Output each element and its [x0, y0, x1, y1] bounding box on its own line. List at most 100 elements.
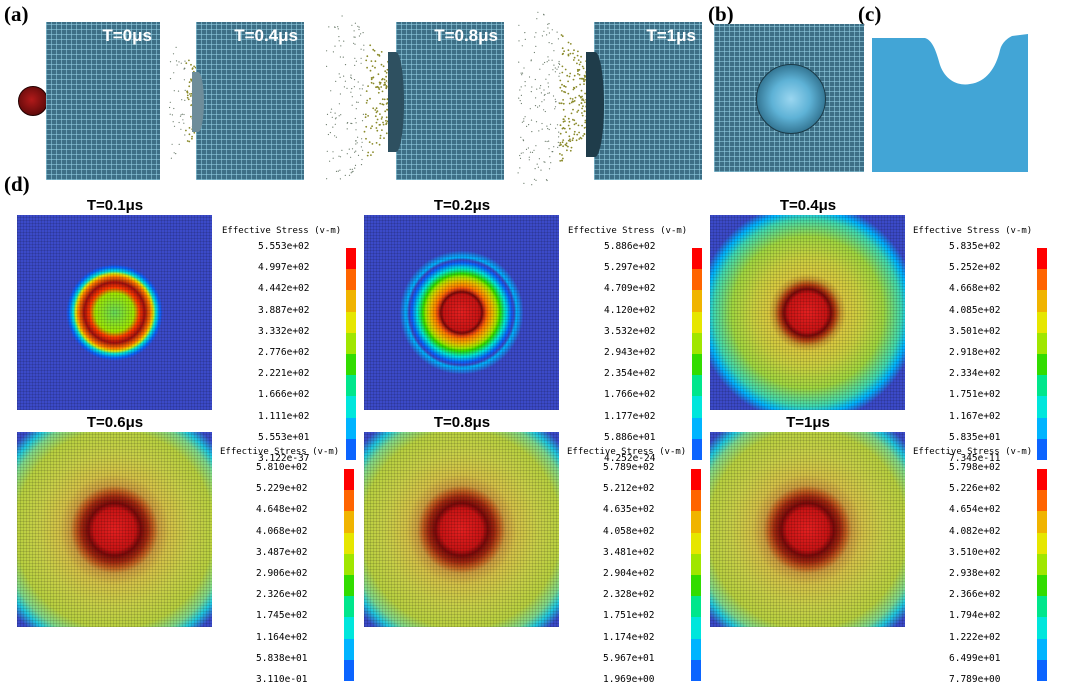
debris-particle	[350, 76, 352, 78]
debris-particle	[559, 79, 562, 82]
debris-particle	[567, 41, 570, 44]
debris-particle	[355, 60, 357, 62]
debris-particle	[371, 65, 374, 67]
debris-particle	[524, 32, 526, 34]
debris-particle	[372, 82, 375, 85]
debris-particle	[572, 118, 574, 121]
debris-particle	[562, 99, 564, 101]
debris-particle	[352, 170, 354, 172]
debris-particle	[385, 80, 388, 82]
debris-particle	[559, 142, 562, 144]
legend-color-swatch	[1037, 638, 1047, 660]
debris-particle	[376, 129, 379, 132]
debris-particle	[371, 125, 373, 128]
legend-title: Effective Stress (v-m)	[220, 447, 340, 457]
debris-particle	[541, 122, 543, 125]
debris-particle	[562, 102, 565, 105]
debris-particle	[360, 94, 362, 96]
legend-value: 4.997e+02	[258, 262, 310, 274]
debris-particle	[578, 94, 581, 97]
debris-particle	[565, 131, 567, 134]
debris-particle	[547, 56, 549, 58]
legend-color-swatch	[344, 617, 354, 639]
debris-particle	[379, 102, 382, 105]
debris-particle	[559, 102, 561, 105]
legend-color-swatch	[344, 511, 354, 533]
debris-particle	[188, 133, 191, 136]
debris-particle	[378, 55, 381, 57]
debris-particle	[326, 113, 329, 115]
debris-particle	[519, 100, 521, 102]
debris-particle	[355, 150, 357, 152]
debris-particle	[386, 108, 388, 111]
debris-particle	[343, 40, 345, 42]
debris-particle	[535, 179, 537, 181]
debris-particle	[190, 63, 192, 66]
debris-particle	[520, 94, 522, 96]
legend-value: 1.111e+02	[258, 410, 310, 422]
debris-particle	[558, 62, 560, 64]
debris-particle	[531, 151, 534, 153]
debris-particle	[581, 112, 583, 114]
debris-particle	[543, 109, 545, 111]
debris-particle	[552, 69, 554, 71]
debris-particle	[385, 71, 388, 74]
debris-particle	[181, 99, 183, 101]
debris-particle	[569, 149, 572, 152]
debris-particle	[340, 45, 342, 47]
debris-particle	[362, 149, 364, 151]
legend-color-swatch	[344, 596, 354, 618]
debris-particle	[544, 110, 546, 113]
debris-particle	[562, 145, 564, 148]
debris-particle	[378, 88, 381, 90]
debris-particle	[381, 98, 384, 101]
debris-particle	[341, 15, 343, 17]
legend-color-swatch	[346, 269, 356, 291]
debris-particle	[354, 36, 356, 38]
debris-particle	[547, 86, 550, 88]
debris-particle	[577, 70, 579, 72]
debris-particle	[577, 109, 580, 112]
debris-particle	[350, 172, 352, 174]
debris-particle	[556, 124, 559, 126]
debris-particle	[384, 110, 387, 113]
debris-particle	[567, 117, 570, 120]
debris-particle	[561, 141, 564, 144]
debris-particle	[578, 68, 581, 71]
debris-particle	[543, 161, 545, 163]
debris-particle	[354, 43, 356, 45]
target-plate-frame-0: T=0μs	[46, 22, 160, 180]
debris-particle	[191, 67, 194, 70]
debris-particle	[530, 91, 532, 93]
legend-color-swatch	[346, 248, 356, 270]
debris-particle	[344, 64, 347, 66]
debris-particle	[523, 120, 525, 122]
debris-particle	[531, 184, 533, 186]
debris-particle	[173, 90, 175, 92]
debris-particle	[571, 139, 574, 142]
debris-particle	[177, 90, 180, 92]
debris-particle	[371, 143, 374, 145]
debris-particle	[374, 60, 377, 63]
crater-cross-section	[872, 34, 1028, 172]
debris-particle	[343, 75, 345, 77]
debris-particle	[548, 23, 550, 25]
legend-value: 1.969e+00	[603, 674, 655, 685]
debris-particle	[351, 148, 354, 150]
debris-particle	[543, 30, 545, 32]
debris-particle	[525, 148, 528, 150]
debris-particle	[549, 156, 551, 158]
debris-particle	[351, 24, 353, 26]
debris-particle	[334, 135, 336, 137]
legend-color-swatch	[691, 532, 701, 554]
legend-value: 5.810e+02	[256, 462, 308, 473]
debris-particle	[528, 76, 531, 78]
legend-color-swatch	[1037, 269, 1047, 291]
debris-particle	[546, 61, 548, 63]
debris-particle	[380, 63, 383, 66]
debris-particle	[355, 108, 357, 110]
debris-particle	[576, 62, 578, 65]
legend-value: 2.943e+02	[604, 347, 656, 358]
debris-particle	[528, 156, 530, 158]
debris-particle	[569, 138, 571, 141]
